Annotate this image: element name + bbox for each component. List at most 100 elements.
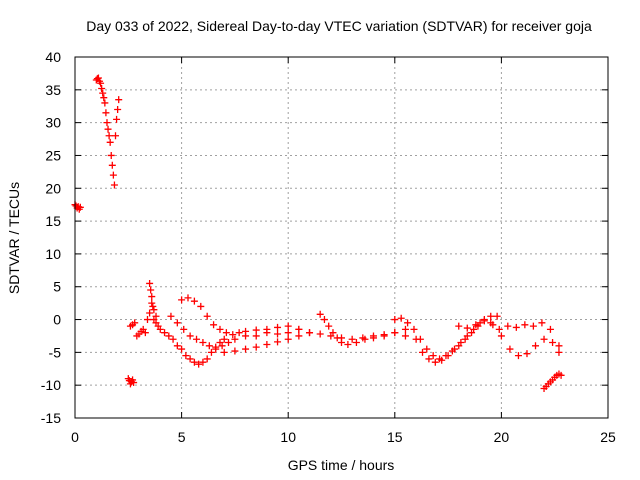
data-point xyxy=(97,79,105,87)
data-point xyxy=(231,347,239,355)
y-tick-label: 15 xyxy=(45,213,61,229)
data-point xyxy=(212,345,220,353)
data-point xyxy=(521,321,529,329)
x-tick-labels: 0 5 10 15 20 25 xyxy=(71,429,616,445)
data-point xyxy=(94,74,102,82)
data-point xyxy=(463,332,471,340)
x-tick-label: 5 xyxy=(178,429,186,445)
data-point xyxy=(476,319,484,327)
data-point xyxy=(325,322,333,330)
data-point xyxy=(380,332,388,340)
data-point xyxy=(102,109,110,117)
y-tick-label: 40 xyxy=(45,49,61,65)
data-point xyxy=(410,325,418,333)
data-point xyxy=(231,335,239,343)
data-point xyxy=(114,106,122,114)
data-point xyxy=(320,316,328,324)
data-point xyxy=(156,325,164,333)
data-point xyxy=(100,94,108,102)
plot-frame xyxy=(74,56,609,419)
data-point xyxy=(404,319,412,327)
data-point xyxy=(284,322,292,330)
data-point xyxy=(506,345,514,353)
data-points xyxy=(71,74,565,392)
grid-lines xyxy=(75,57,608,418)
data-point xyxy=(512,323,520,331)
data-point xyxy=(180,325,188,333)
y-tick-label: 0 xyxy=(53,312,61,328)
data-point xyxy=(470,325,478,333)
data-point xyxy=(197,302,205,310)
data-point xyxy=(540,335,548,343)
data-point xyxy=(361,335,369,343)
data-point xyxy=(416,335,424,343)
data-point xyxy=(146,309,154,317)
data-point xyxy=(532,342,540,350)
data-point xyxy=(529,322,537,330)
data-point xyxy=(401,332,409,340)
data-point xyxy=(101,99,109,107)
data-point xyxy=(242,332,250,340)
data-point xyxy=(149,302,157,310)
data-point xyxy=(423,345,431,353)
data-point xyxy=(274,330,282,338)
data-point xyxy=(463,324,471,332)
data-point xyxy=(431,358,439,366)
data-point xyxy=(105,132,113,140)
data-point xyxy=(193,335,201,343)
x-tick-label: 25 xyxy=(600,429,616,445)
y-tick-label: -15 xyxy=(41,410,61,426)
data-point xyxy=(487,312,495,320)
data-point xyxy=(419,348,427,356)
data-point xyxy=(199,358,207,366)
data-point xyxy=(76,203,84,211)
data-point xyxy=(438,356,446,364)
data-point xyxy=(538,319,546,327)
data-point xyxy=(195,360,203,368)
data-point xyxy=(199,339,207,347)
data-point xyxy=(165,332,173,340)
data-point xyxy=(316,330,324,338)
data-point xyxy=(472,321,480,329)
x-tick-label: 0 xyxy=(71,429,79,445)
data-point xyxy=(161,329,169,337)
y-axis-label: SDTVAR / TECUs xyxy=(6,182,22,294)
data-point xyxy=(263,340,271,348)
data-point xyxy=(555,348,563,356)
axis-ticks xyxy=(74,56,609,419)
data-point xyxy=(338,339,345,347)
data-point xyxy=(391,316,399,324)
data-point xyxy=(167,312,175,320)
data-point xyxy=(113,115,121,123)
y-tick-label: 5 xyxy=(53,279,61,295)
data-point xyxy=(222,329,230,337)
data-point xyxy=(141,329,149,337)
y-tick-labels: -15 -10 -5 0 5 10 15 20 25 30 35 40 xyxy=(41,49,61,426)
data-point xyxy=(99,89,107,97)
data-point xyxy=(274,338,282,346)
data-point xyxy=(391,329,399,337)
data-point xyxy=(352,339,360,347)
data-point xyxy=(190,358,198,366)
data-point xyxy=(173,342,181,350)
data-point xyxy=(252,326,260,334)
data-point xyxy=(549,339,557,347)
data-point xyxy=(104,125,112,133)
data-point xyxy=(495,325,503,333)
data-point xyxy=(295,325,303,333)
data-point xyxy=(218,342,226,350)
data-point xyxy=(146,279,154,287)
data-point xyxy=(229,331,237,339)
data-point xyxy=(112,132,120,140)
data-point xyxy=(109,171,117,179)
data-point xyxy=(130,379,138,387)
data-point xyxy=(316,310,324,318)
data-point xyxy=(425,355,433,363)
data-point xyxy=(203,312,211,320)
data-point xyxy=(457,339,465,347)
data-point xyxy=(263,329,271,337)
data-point xyxy=(110,181,118,189)
data-point xyxy=(131,319,139,327)
data-point xyxy=(252,343,260,351)
y-tick-label: 30 xyxy=(45,115,61,131)
